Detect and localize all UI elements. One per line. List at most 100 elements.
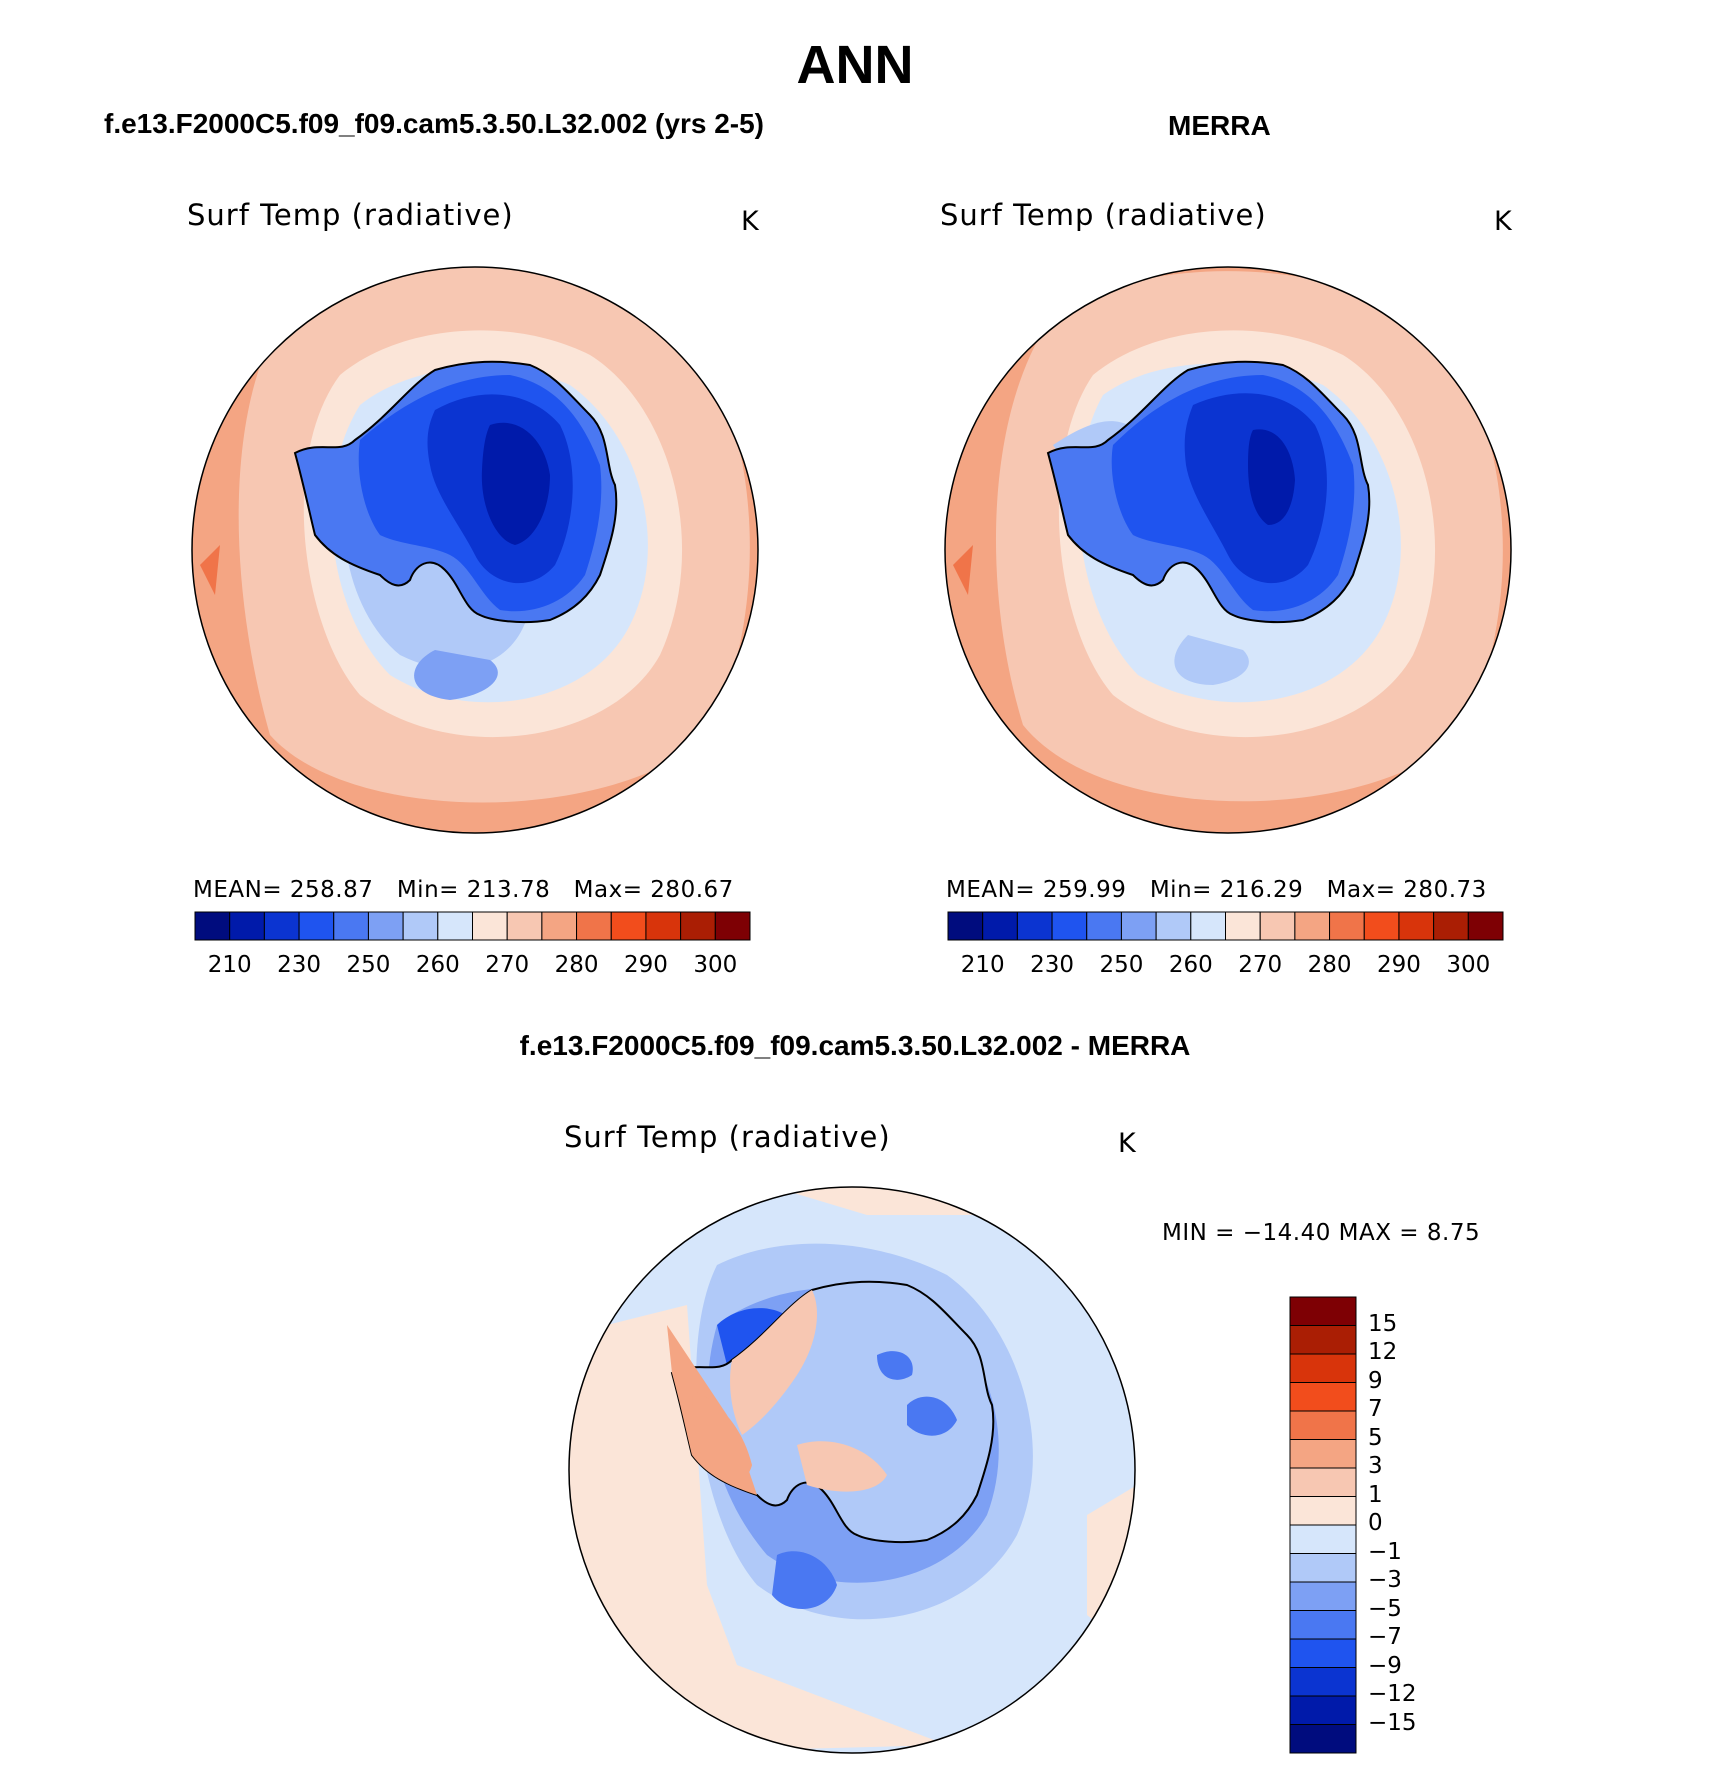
diff-colorbar-color-box <box>1289 1638 1357 1668</box>
diff-colorbar-color-box <box>1289 1524 1357 1554</box>
model-colorbar-tick-label: 250 <box>346 952 391 978</box>
obs-colorbar <box>947 911 1504 941</box>
obs-colorbar-color-box <box>1398 911 1435 941</box>
obs-colorbar-color-box <box>1016 911 1053 941</box>
obs-mean-value: 259.99 <box>1042 877 1127 903</box>
obs-polar-map <box>944 266 1512 834</box>
diff-colorbar-color-box <box>1289 1724 1357 1754</box>
model-colorbar-color-box <box>472 911 508 941</box>
model-colorbar-tick-label: 210 <box>207 952 252 978</box>
model-colorbar-color-box <box>541 911 578 941</box>
diff-colorbar-color-box <box>1289 1382 1357 1412</box>
model-stats: MEAN= 258.87 Min= 213.78 Max= 280.67 <box>193 877 734 903</box>
obs-colorbar-tick-label: 230 <box>1030 952 1075 978</box>
model-max-value: 280.67 <box>650 877 734 903</box>
model-colorbar <box>194 911 751 941</box>
diff-colorbar-color-box <box>1289 1610 1357 1640</box>
obs-colorbar-tick-label: 210 <box>960 952 1005 978</box>
obs-colorbar-tick-label: 250 <box>1099 952 1144 978</box>
model-colorbar-color-box <box>298 911 335 941</box>
diff-colorbar-tick-label: 12 <box>1368 1339 1398 1365</box>
obs-max-value: 280.73 <box>1403 877 1487 903</box>
model-colorbar-color-box <box>229 911 265 941</box>
diff-colorbar-tick-label: 15 <box>1368 1310 1398 1337</box>
model-colorbar-color-box <box>576 911 612 941</box>
diff-colorbar-ticks: 15 12 9 7 5 3 1 0 −1 −3 −5 −7 −9 −12 −15 <box>1368 1297 1458 1753</box>
model-mean-label: MEAN= <box>193 877 283 903</box>
obs-colorbar-color-box <box>982 911 1018 941</box>
model-colorbar-tick-label: 260 <box>415 952 460 978</box>
diff-colorbar-color-box <box>1289 1296 1357 1326</box>
model-variable-label: Surf Temp (radiative) <box>187 198 514 232</box>
diff-colorbar-tick-label: −9 <box>1368 1652 1402 1679</box>
diff-colorbar-color-box <box>1289 1439 1357 1469</box>
model-min-label: Min= <box>396 877 459 903</box>
model-unit-label: K <box>741 206 759 237</box>
obs-colorbar-color-box <box>1086 911 1122 941</box>
obs-colorbar-color-box <box>1294 911 1331 941</box>
obs-colorbar-tick-label: 280 <box>1307 952 1352 978</box>
model-colorbar-color-box <box>437 911 473 941</box>
obs-colorbar-color-box <box>1190 911 1226 941</box>
obs-max-label: Max= <box>1326 877 1396 903</box>
obs-min-value: 216.29 <box>1219 877 1304 903</box>
obs-colorbar-color-box <box>1433 911 1469 941</box>
diff-colorbar-color-box <box>1289 1467 1357 1497</box>
diff-colorbar-tick-label: −12 <box>1368 1681 1417 1707</box>
obs-colorbar-color-box <box>1120 911 1157 941</box>
obs-colorbar-color-box <box>1259 911 1296 941</box>
model-colorbar-tick-label: 290 <box>623 952 668 978</box>
model-colorbar-color-box <box>367 911 404 941</box>
obs-colorbar-ticks: 210 230 250 260 270 280 290 300 <box>948 952 1503 982</box>
diff-colorbar-color-box <box>1289 1581 1357 1611</box>
model-colorbar-ticks: 210 230 250 260 270 280 290 300 <box>195 952 750 982</box>
obs-colorbar-tick-label: 270 <box>1238 952 1283 978</box>
obs-colorbar-color-box <box>1051 911 1088 941</box>
obs-colorbar-color-box <box>1363 911 1400 941</box>
model-colorbar-color-box <box>333 911 369 941</box>
model-max-label: Max= <box>573 877 643 903</box>
obs-variable-label: Surf Temp (radiative) <box>940 198 1267 232</box>
diff-panel-title: f.e13.F2000C5.f09_f09.cam5.3.50.L32.002 … <box>519 1030 1191 1061</box>
diff-colorbar-color-box <box>1289 1553 1357 1583</box>
diff-colorbar-tick-label: 5 <box>1368 1424 1383 1451</box>
obs-colorbar-color-box <box>1329 911 1365 941</box>
model-panel-title: f.e13.F2000C5.f09_f09.cam5.3.50.L32.002 … <box>104 108 764 139</box>
diff-colorbar-tick-label: 9 <box>1368 1367 1383 1394</box>
obs-colorbar-color-box <box>1467 911 1504 941</box>
diff-colorbar-color-box <box>1289 1325 1357 1355</box>
model-colorbar-color-box <box>645 911 682 941</box>
obs-min-label: Min= <box>1149 877 1212 903</box>
diff-polar-map <box>568 1186 1136 1754</box>
diff-colorbar-tick-label: −5 <box>1368 1595 1402 1622</box>
diff-minmax: MIN = −14.40 MAX = 8.75 <box>1162 1220 1481 1246</box>
diff-colorbar-tick-label: 3 <box>1368 1453 1383 1479</box>
obs-colorbar-color-box <box>1225 911 1261 941</box>
model-colorbar-color-box <box>194 911 231 941</box>
model-mean-value: 258.87 <box>289 877 374 903</box>
model-colorbar-color-box <box>263 911 300 941</box>
diff-unit-label: K <box>1118 1128 1136 1159</box>
diff-colorbar-tick-label: 1 <box>1368 1481 1383 1508</box>
obs-panel-title: MERRA <box>1168 110 1271 141</box>
obs-colorbar-color-box <box>947 911 984 941</box>
main-title: ANN <box>796 35 914 95</box>
obs-colorbar-tick-label: 260 <box>1168 952 1213 978</box>
obs-stats: MEAN= 259.99 Min= 216.29 Max= 280.73 <box>946 877 1487 903</box>
diff-colorbar-color-box <box>1289 1496 1357 1526</box>
diff-variable-label: Surf Temp (radiative) <box>564 1120 891 1154</box>
diff-colorbar-tick-label: 7 <box>1368 1396 1383 1422</box>
model-colorbar-tick-label: 300 <box>693 952 738 978</box>
diff-colorbar-color-box <box>1289 1410 1357 1440</box>
obs-unit-label: K <box>1494 206 1512 237</box>
diff-colorbar <box>1289 1296 1357 1754</box>
diff-colorbar-tick-label: −3 <box>1368 1567 1402 1593</box>
model-polar-map <box>191 266 759 834</box>
model-colorbar-tick-label: 270 <box>485 952 530 978</box>
model-colorbar-tick-label: 230 <box>277 952 322 978</box>
obs-colorbar-tick-label: 300 <box>1446 952 1491 978</box>
diff-colorbar-color-box <box>1289 1695 1357 1725</box>
obs-mean-label: MEAN= <box>946 877 1036 903</box>
diff-colorbar-tick-label: −7 <box>1368 1624 1402 1650</box>
obs-colorbar-tick-label: 290 <box>1376 952 1421 978</box>
